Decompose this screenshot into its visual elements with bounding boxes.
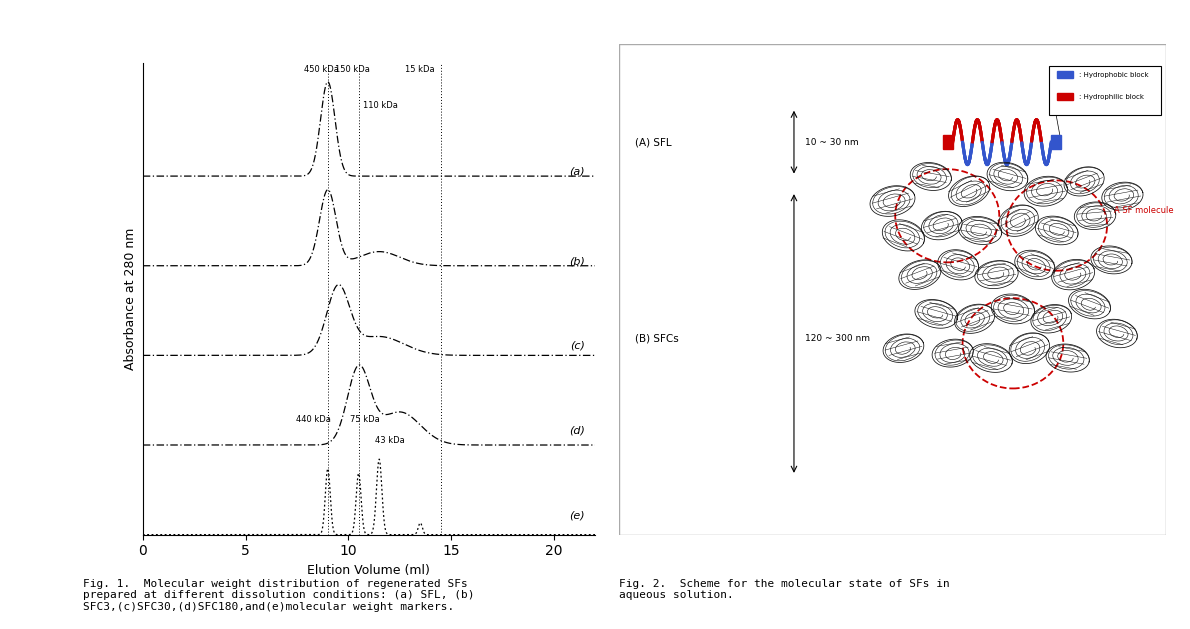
Text: : Hydrophobic block: : Hydrophobic block bbox=[1078, 72, 1148, 78]
Text: 43 kDa: 43 kDa bbox=[375, 436, 405, 445]
Text: (a): (a) bbox=[569, 167, 584, 176]
FancyBboxPatch shape bbox=[1048, 66, 1160, 115]
Text: : Hydrophilic block: : Hydrophilic block bbox=[1078, 94, 1144, 100]
Text: (b): (b) bbox=[569, 256, 584, 266]
Text: 75 kDa: 75 kDa bbox=[350, 415, 380, 424]
Text: (e): (e) bbox=[569, 511, 584, 521]
Text: (d): (d) bbox=[569, 426, 584, 436]
Text: 150 kDa: 150 kDa bbox=[336, 65, 370, 74]
Text: (A) SFL: (A) SFL bbox=[635, 137, 672, 147]
Text: A SF molecule: A SF molecule bbox=[1114, 206, 1173, 215]
Bar bbox=[942, 135, 953, 149]
Text: 120 ~ 300 nm: 120 ~ 300 nm bbox=[804, 334, 870, 343]
Text: 450 kDa: 450 kDa bbox=[305, 65, 339, 74]
Text: 440 kDa: 440 kDa bbox=[296, 415, 331, 424]
X-axis label: Elution Volume (ml): Elution Volume (ml) bbox=[307, 564, 431, 577]
Bar bbox=[1057, 71, 1073, 79]
Bar bbox=[1057, 93, 1073, 101]
Text: 110 kDa: 110 kDa bbox=[363, 101, 397, 109]
Y-axis label: Absorbance at 280 nm: Absorbance at 280 nm bbox=[124, 228, 137, 370]
Text: Fig. 2.  Scheme for the molecular state of SFs in
aqueous solution.: Fig. 2. Scheme for the molecular state o… bbox=[619, 579, 950, 600]
Text: 15 kDa: 15 kDa bbox=[406, 65, 436, 74]
Text: (B) SFCs: (B) SFCs bbox=[635, 333, 679, 343]
Text: Fig. 1.  Molecular weight distribution of regenerated SFs
prepared at different : Fig. 1. Molecular weight distribution of… bbox=[83, 579, 475, 612]
Text: 10 ~ 30 nm: 10 ~ 30 nm bbox=[804, 138, 858, 147]
Text: (c): (c) bbox=[570, 341, 584, 351]
Bar bbox=[1051, 135, 1061, 149]
